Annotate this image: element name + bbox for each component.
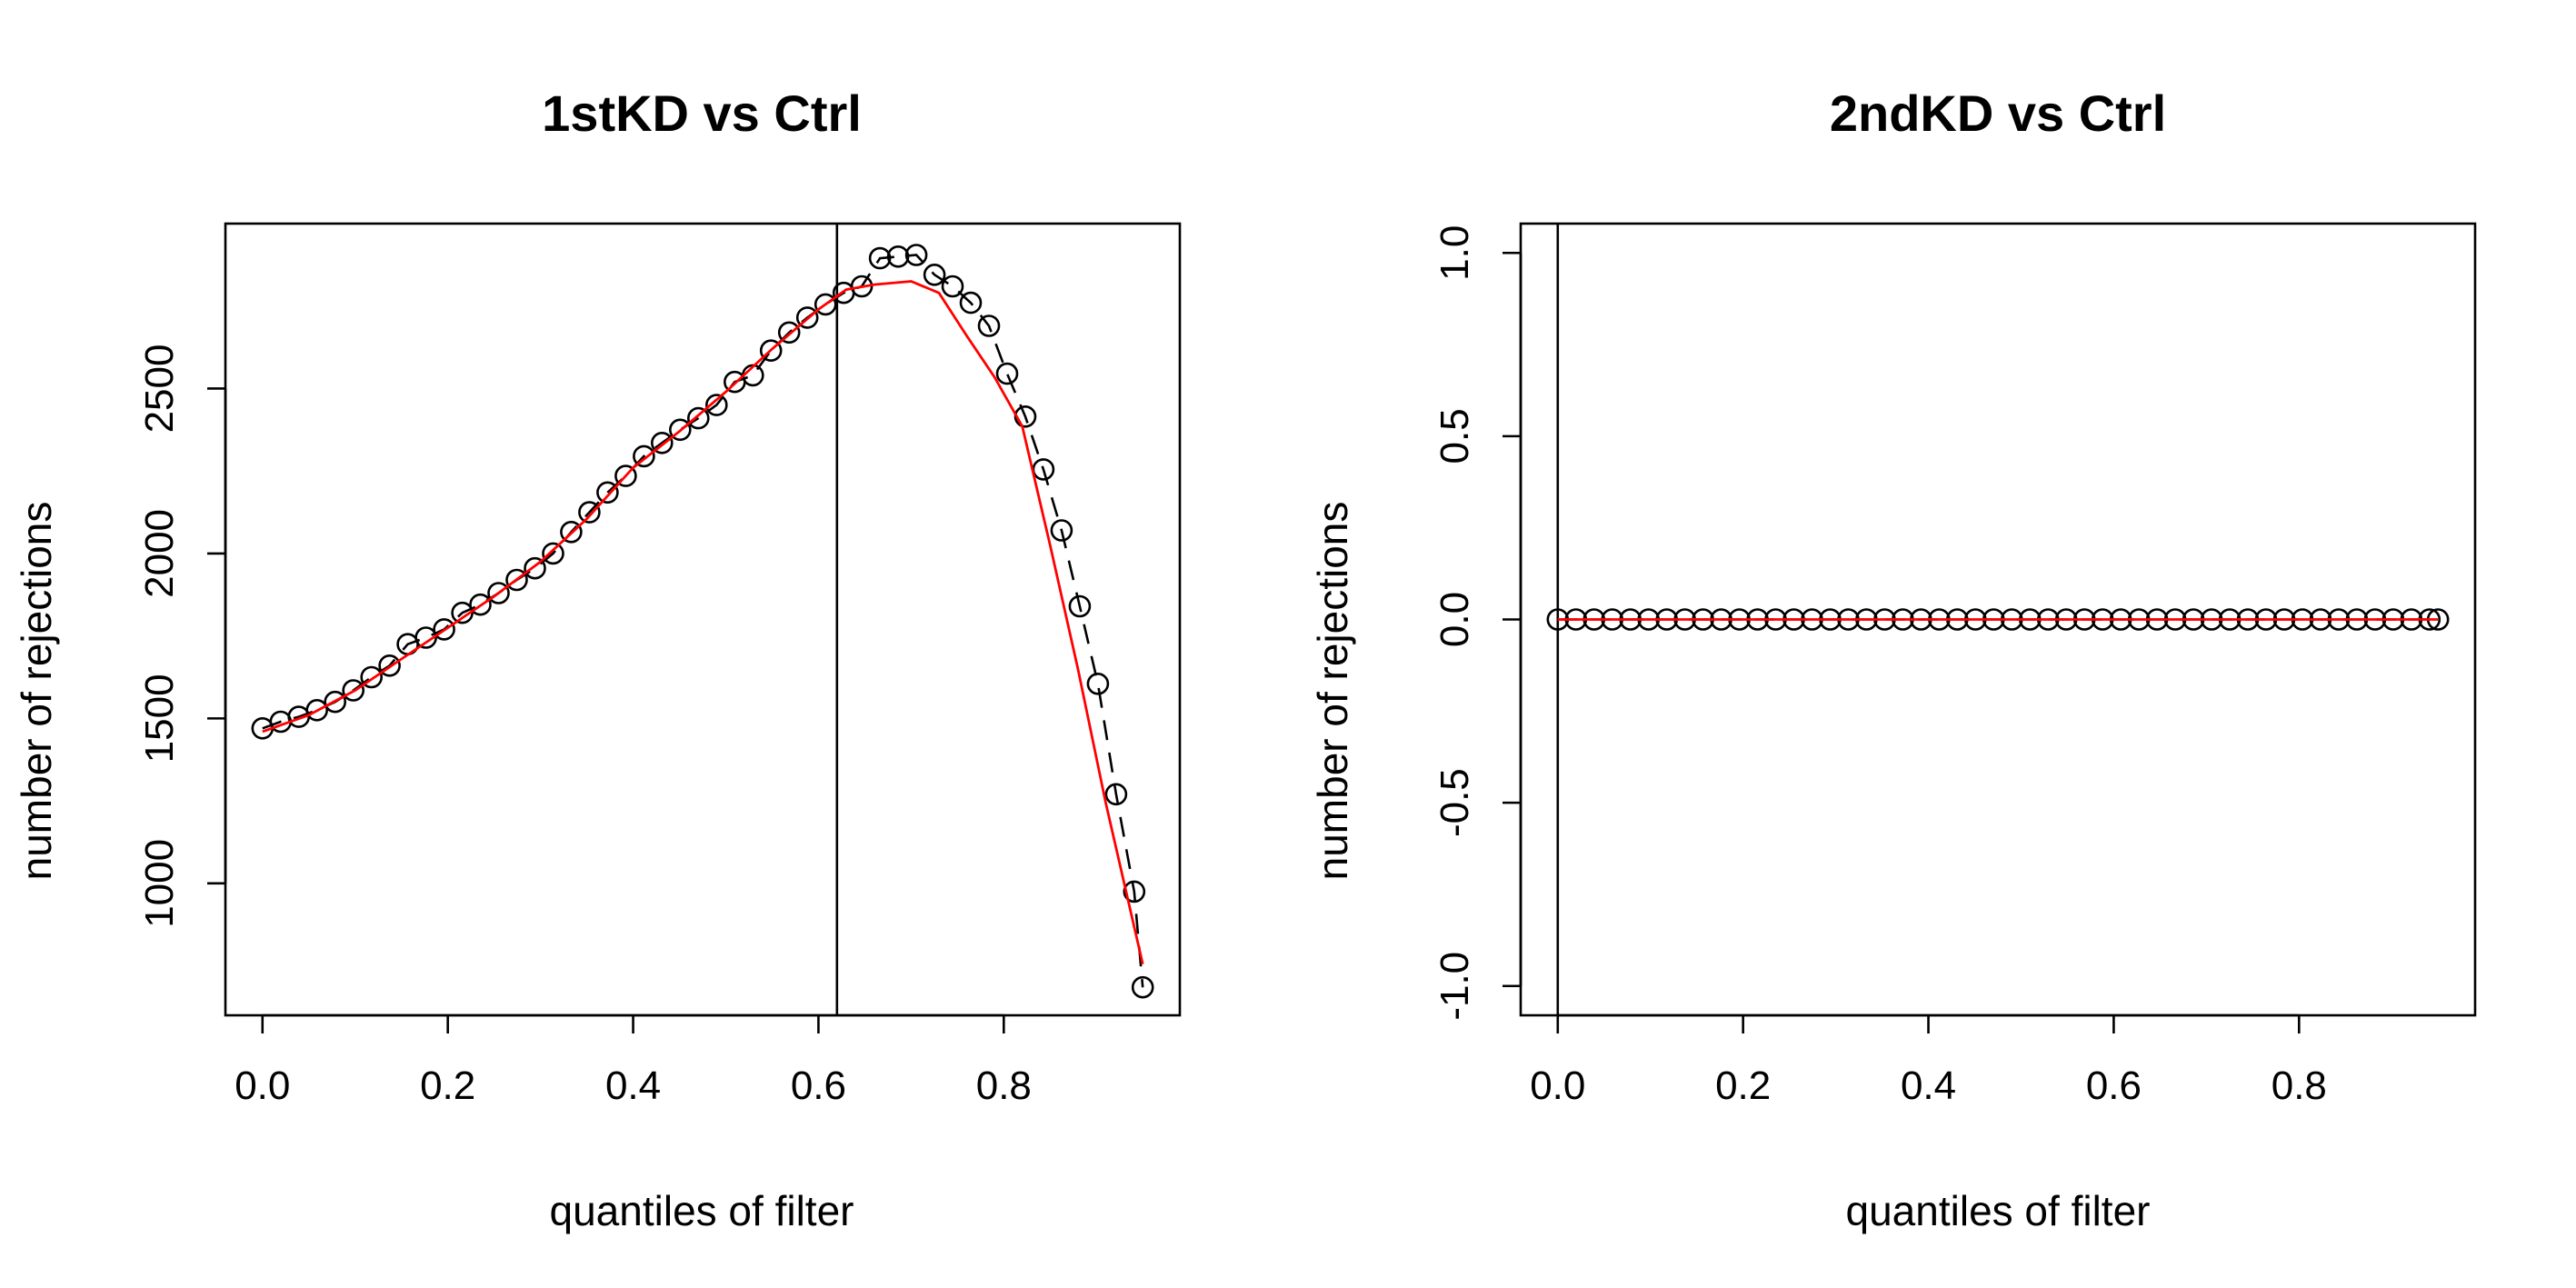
x-axis-label: quantiles of filter xyxy=(1846,1187,2151,1234)
x-tick-label: 0.4 xyxy=(1901,1063,1956,1108)
y-axis-label: number of rejections xyxy=(13,502,60,881)
data-point xyxy=(904,244,928,266)
chart-panel-2ndkd: 2ndKD vs Ctrl quantiles of filter number… xyxy=(1309,85,2477,1234)
y-tick-label: 1000 xyxy=(137,839,182,928)
plot-marks xyxy=(1546,224,2450,1015)
x-axis-label: quantiles of filter xyxy=(550,1187,854,1234)
x-axis: 0.0 0.2 0.4 0.6 0.8 xyxy=(1530,1013,2327,1108)
data-point xyxy=(868,246,892,270)
fit-line xyxy=(262,280,1144,965)
data-point xyxy=(650,431,674,454)
data-point xyxy=(668,418,692,442)
data-point xyxy=(342,679,365,702)
x-tick-label: 0.6 xyxy=(2086,1063,2142,1108)
data-point xyxy=(524,556,546,580)
x-tick-label: 0.4 xyxy=(605,1063,661,1108)
y-tick-label: 2500 xyxy=(137,344,182,434)
data-point xyxy=(542,542,564,565)
data-point xyxy=(451,601,474,624)
data-point xyxy=(977,315,1001,337)
data-point xyxy=(596,481,619,504)
data-point xyxy=(1086,672,1110,695)
data-point xyxy=(759,339,783,363)
y-tick-label: -0.5 xyxy=(1433,768,1477,837)
data-point xyxy=(505,568,528,592)
data-point xyxy=(850,275,874,298)
data-point xyxy=(305,698,329,722)
y-tick-label: 1.0 xyxy=(1433,225,1477,281)
data-point xyxy=(378,654,401,677)
data-point xyxy=(614,464,637,487)
data-point xyxy=(360,665,384,689)
data-point xyxy=(324,690,347,714)
y-tick-label: 2000 xyxy=(137,509,182,598)
data-point xyxy=(1123,880,1146,904)
data-point xyxy=(487,582,510,604)
x-tick-label: 0.2 xyxy=(420,1063,475,1108)
data-point xyxy=(560,520,583,544)
y-axis: 1000 1500 2000 2500 xyxy=(137,344,227,928)
x-tick-label: 0.0 xyxy=(235,1063,290,1108)
data-point xyxy=(1050,519,1073,542)
data-point xyxy=(1104,783,1128,806)
data-point xyxy=(433,618,455,641)
y-axis-label: number of rejections xyxy=(1309,502,1356,881)
y-tick-label: 1500 xyxy=(137,674,182,763)
y-tick-label: 0.5 xyxy=(1433,408,1477,464)
data-point xyxy=(995,362,1019,385)
x-tick-label: 0.2 xyxy=(1715,1063,1771,1108)
data-point xyxy=(1068,594,1092,618)
x-tick-label: 0.8 xyxy=(976,1063,1032,1108)
chart-title: 1stKD vs Ctrl xyxy=(542,85,862,142)
data-point xyxy=(633,444,655,468)
series-dashed-line xyxy=(262,254,1144,988)
data-point xyxy=(578,501,601,524)
x-tick-label: 0.8 xyxy=(2271,1063,2327,1108)
data-point xyxy=(414,626,437,649)
y-tick-label: 0.0 xyxy=(1433,592,1477,647)
chart-panel-1stkd: 1stKD vs Ctrl quantiles of filter number… xyxy=(13,85,1182,1234)
data-point xyxy=(777,321,801,344)
y-axis: -1.0 -0.5 0.0 0.5 1.0 xyxy=(1433,225,1523,1021)
data-point xyxy=(814,293,837,316)
data-point xyxy=(795,306,819,329)
x-tick-label: 0.6 xyxy=(791,1063,846,1108)
y-tick-label: -1.0 xyxy=(1433,952,1477,1021)
data-point xyxy=(923,263,946,286)
data-point xyxy=(886,245,910,268)
x-axis: 0.0 0.2 0.4 0.6 0.8 xyxy=(235,1013,1032,1108)
plot-marks xyxy=(251,224,1154,1015)
data-point xyxy=(686,406,710,430)
data-point xyxy=(941,275,964,298)
data-point xyxy=(1131,975,1154,999)
data-point xyxy=(469,593,492,616)
data-point xyxy=(959,291,983,315)
data-point xyxy=(704,394,728,416)
x-tick-label: 0.0 xyxy=(1530,1063,1585,1108)
chart-title: 2ndKD vs Ctrl xyxy=(1830,85,2166,142)
